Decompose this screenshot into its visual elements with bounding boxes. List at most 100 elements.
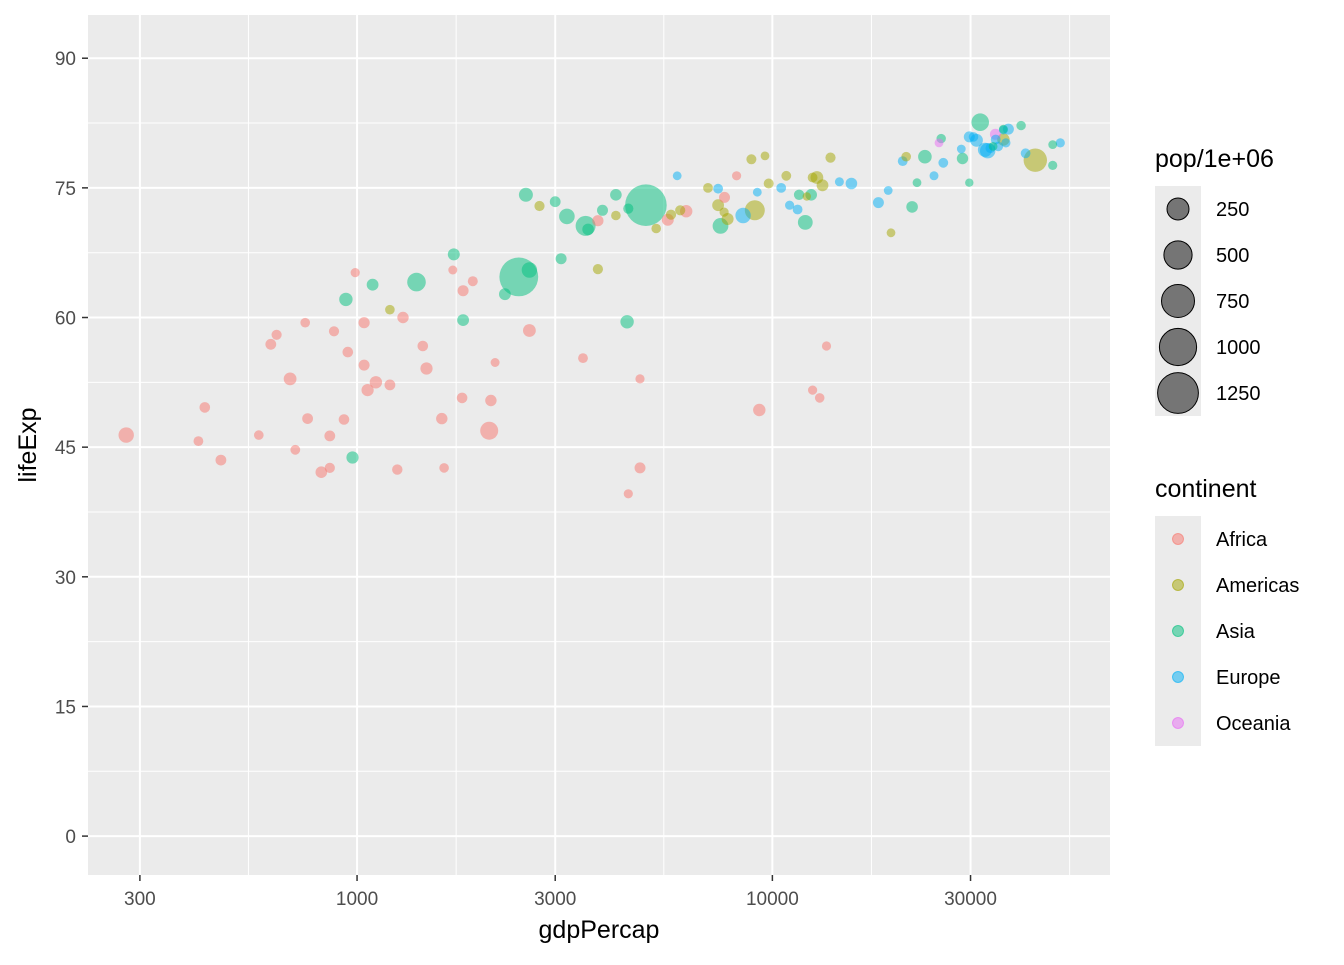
data-point-africa (523, 324, 536, 337)
data-point-africa (324, 462, 335, 473)
color-legend-label: Oceania (1216, 713, 1291, 735)
data-point-americas (651, 223, 661, 234)
size-legend: pop/1e+06 250 500 750 1000 1250 (1155, 145, 1274, 416)
minor-gridlines (88, 15, 1110, 875)
data-point-africa (490, 358, 500, 367)
major-gridlines (88, 15, 1110, 875)
color-legend-symbol (1172, 625, 1184, 637)
data-point-oceania (934, 138, 944, 148)
data-point-africa (324, 430, 336, 442)
size-legend-label: 1250 (1216, 383, 1261, 405)
y-tick-label: 60 (55, 309, 76, 330)
data-point-asia (906, 201, 918, 213)
data-point-africa (283, 372, 297, 386)
x-axis-title: gdpPercap (539, 916, 660, 944)
data-point-africa (193, 436, 204, 446)
data-point-africa (420, 362, 433, 375)
data-point-asia (559, 208, 575, 225)
size-legend-title: pop/1e+06 (1155, 145, 1274, 173)
data-point-africa (265, 338, 277, 350)
data-point-africa (397, 311, 409, 324)
color-legend-label: Asia (1216, 621, 1256, 643)
data-point-europe (776, 183, 787, 193)
data-point-americas (712, 199, 724, 212)
data-point-asia (447, 248, 460, 261)
data-point-europe (872, 197, 884, 209)
data-point-africa (358, 317, 370, 329)
data-point-asia (521, 262, 538, 278)
data-point-asia (988, 142, 998, 151)
data-point-africa (315, 466, 328, 479)
data-point-europe (792, 204, 803, 215)
data-point-asia (346, 451, 359, 464)
data-point-africa (342, 346, 354, 358)
data-point-americas (807, 172, 818, 183)
y-axis-title: lifeExp (14, 407, 42, 482)
data-point-asia (597, 204, 608, 216)
data-point-europe (956, 144, 966, 154)
data-point-americas (385, 304, 395, 315)
data-point-africa (456, 392, 468, 404)
data-point-europe (672, 171, 682, 181)
data-point-africa (821, 341, 832, 351)
y-tick-label: 90 (55, 49, 76, 70)
data-point-americas (665, 209, 677, 220)
y-tick-label: 15 (55, 697, 76, 718)
data-point-europe (883, 186, 893, 195)
data-point-europe (785, 200, 795, 210)
data-point-africa (753, 403, 766, 417)
data-point-africa (328, 326, 340, 337)
size-legend-label: 750 (1216, 291, 1249, 313)
data-point-asia (366, 278, 379, 291)
data-point-africa (732, 171, 742, 181)
data-point-africa (578, 353, 588, 363)
data-point-europe (1055, 138, 1065, 148)
data-point-africa (467, 276, 478, 287)
data-point-europe (834, 177, 844, 187)
data-point-asia (407, 272, 426, 292)
data-point-africa (338, 414, 350, 425)
size-legend-symbol (1163, 240, 1193, 270)
size-legend-symbol (1158, 327, 1198, 367)
color-legend-label: Americas (1216, 575, 1299, 597)
data-point-africa (814, 393, 825, 403)
data-point-europe (1020, 148, 1031, 159)
data-point-africa (719, 191, 730, 203)
data-point-asia (518, 187, 533, 202)
data-point-africa (358, 359, 370, 371)
data-point-asia (999, 124, 1008, 134)
data-point-americas (719, 207, 729, 217)
data-point-africa (634, 462, 646, 474)
data-point-africa (485, 394, 497, 407)
data-point-africa (118, 427, 134, 443)
data-points (118, 113, 1065, 499)
data-point-americas (675, 205, 686, 216)
data-point-africa (253, 430, 264, 440)
data-point-africa (436, 412, 448, 425)
data-point-asia (499, 288, 511, 301)
data-point-europe (752, 187, 762, 197)
data-point-asia (918, 149, 932, 164)
data-point-africa (417, 340, 429, 352)
y-tick-label: 75 (55, 179, 76, 200)
data-point-africa (392, 464, 403, 475)
x-tick-label: 1000 (336, 889, 378, 910)
data-point-asia (623, 203, 634, 214)
data-point-americas (592, 264, 604, 275)
size-legend-label: 500 (1216, 245, 1249, 267)
data-point-asia (797, 215, 813, 230)
y-tick-label: 0 (65, 827, 76, 848)
data-point-asia (457, 314, 469, 326)
data-point-africa (623, 489, 633, 499)
data-point-africa (480, 421, 499, 440)
data-point-americas (816, 179, 829, 192)
data-point-asia (971, 113, 989, 131)
color-legend-symbol (1172, 579, 1184, 591)
panel-background (88, 15, 1110, 875)
color-legend-symbol (1172, 533, 1184, 545)
data-point-europe (938, 157, 949, 168)
data-point-asia (1048, 160, 1058, 170)
data-point-americas (746, 154, 757, 165)
data-point-africa (215, 454, 227, 466)
